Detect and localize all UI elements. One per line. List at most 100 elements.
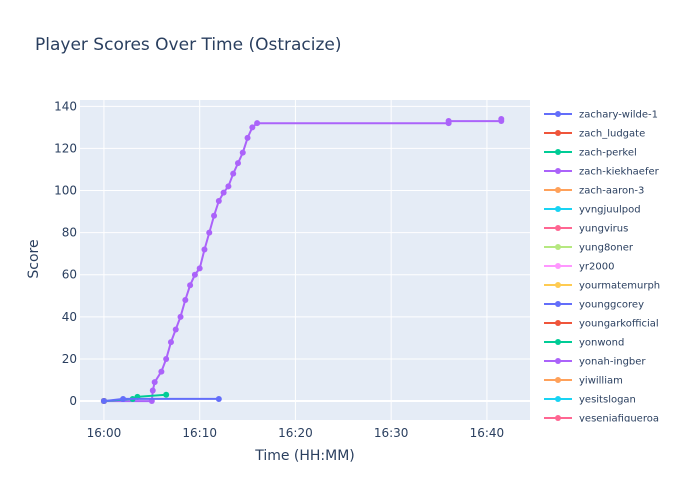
legend-item[interactable]: youngarkofficial xyxy=(544,319,659,330)
legend-swatch-marker xyxy=(555,187,561,193)
legend-item[interactable]: yonwond xyxy=(544,338,624,349)
y-tick-label: 120 xyxy=(54,141,77,155)
plot-area xyxy=(80,100,530,420)
legend-item[interactable]: yung8oner xyxy=(544,243,634,254)
legend-item[interactable]: yeseniafigueroa xyxy=(544,414,659,425)
legend-label: zach-perkel xyxy=(579,148,637,159)
legend-item[interactable]: yonah-ingber xyxy=(544,357,646,368)
legend-item[interactable]: zach-perkel xyxy=(544,148,637,159)
data-point xyxy=(211,212,218,219)
y-tick-label: 40 xyxy=(62,310,77,324)
series-zachary-wilde-1 xyxy=(100,395,222,405)
legend-swatch-marker xyxy=(555,225,561,231)
data-point xyxy=(196,265,203,272)
legend-swatch-marker xyxy=(555,301,561,307)
legend-item[interactable]: yungvirus xyxy=(544,224,628,235)
legend-item[interactable]: yvngjuulpod xyxy=(544,205,641,216)
legend-item[interactable]: zach_ludgate xyxy=(544,129,645,140)
x-tick-label: 16:30 xyxy=(374,426,409,440)
legend-swatch-marker xyxy=(555,282,561,288)
y-tick-label: 80 xyxy=(62,226,77,240)
legend-item[interactable]: zachary-wilde-1 xyxy=(544,110,658,121)
legend-swatch-marker xyxy=(555,339,561,345)
legend-swatch-marker xyxy=(555,396,561,402)
data-point xyxy=(249,124,256,131)
x-tick-label: 16:00 xyxy=(87,426,122,440)
x-axis-title: Time (HH:MM) xyxy=(254,448,355,464)
legend-label: yeseniafigueroa xyxy=(579,414,659,425)
y-axis: 0 20 40 60 80 100 120 140 xyxy=(54,99,77,408)
data-point xyxy=(239,149,246,156)
legend-swatch-marker xyxy=(555,111,561,117)
y-tick-label: 20 xyxy=(62,352,77,366)
legend-label: yung8oner xyxy=(579,243,634,254)
chart-title: Player Scores Over Time (Ostracize) xyxy=(35,35,342,55)
legend-label: yiwilliam xyxy=(579,376,623,387)
y-axis-title: Score xyxy=(26,239,42,278)
data-point xyxy=(220,189,227,196)
legend-label: yesitslogan xyxy=(579,395,636,406)
data-point xyxy=(163,355,170,362)
legend-item[interactable]: yr2000 xyxy=(544,262,614,273)
data-point xyxy=(149,387,156,394)
data-point xyxy=(215,198,222,205)
legend-swatch-marker xyxy=(555,244,561,250)
legend-label: yungvirus xyxy=(579,224,628,235)
legend-swatch-marker xyxy=(555,149,561,155)
legend-swatch-marker xyxy=(555,358,561,364)
legend[interactable]: zachary-wilde-1 zach_ludgate zach-perkel za… xyxy=(544,110,660,425)
y-tick-label: 60 xyxy=(62,268,77,282)
legend-label: younggcorey xyxy=(579,300,644,311)
legend-item[interactable]: yesitslogan xyxy=(544,395,636,406)
data-point xyxy=(177,313,184,320)
data-point xyxy=(163,391,170,398)
legend-label: zach_ludgate xyxy=(579,129,645,140)
data-point xyxy=(234,160,241,167)
data-point xyxy=(158,368,165,375)
data-point xyxy=(172,326,179,333)
data-point xyxy=(100,398,107,405)
legend-label: youngarkofficial xyxy=(579,319,659,330)
y-tick-label: 0 xyxy=(69,394,77,408)
x-axis: 16:00 16:10 16:20 16:30 16:40 xyxy=(87,426,505,440)
data-point xyxy=(254,120,261,127)
x-tick-label: 16:40 xyxy=(470,426,505,440)
legend-label: yonah-ingber xyxy=(579,357,646,368)
legend-swatch-marker xyxy=(555,320,561,326)
legend-item[interactable]: zach-kiekhaefer xyxy=(544,167,660,178)
legend-item[interactable]: zach-aaron-3 xyxy=(544,186,644,197)
y-tick-label: 140 xyxy=(54,99,77,113)
legend-item[interactable]: yourmatemurph xyxy=(544,281,660,292)
legend-item[interactable]: younggcorey xyxy=(544,300,644,311)
grid xyxy=(80,100,530,420)
legend-item[interactable]: yiwilliam xyxy=(544,376,623,387)
data-point xyxy=(225,183,232,190)
x-tick-label: 16:10 xyxy=(182,426,217,440)
legend-swatch-marker xyxy=(555,130,561,136)
legend-label: yourmatemurph xyxy=(579,281,660,292)
data-point xyxy=(230,170,237,177)
data-point xyxy=(215,395,222,402)
legend-swatch-marker xyxy=(555,206,561,212)
data-point xyxy=(498,115,505,122)
data-point xyxy=(187,282,194,289)
legend-label: zach-aaron-3 xyxy=(579,186,644,197)
legend-swatch-marker xyxy=(555,168,561,174)
legend-label: yvngjuulpod xyxy=(579,205,641,216)
data-point xyxy=(120,395,127,402)
data-point xyxy=(244,134,251,141)
series-zach-kiekhaefer xyxy=(100,115,505,405)
data-point xyxy=(206,229,213,236)
legend-swatch-marker xyxy=(555,263,561,269)
data-point xyxy=(191,271,198,278)
y-tick-label: 100 xyxy=(54,184,77,198)
data-point xyxy=(201,246,208,253)
data-point xyxy=(151,379,158,386)
data-point xyxy=(167,339,174,346)
legend-label: yonwond xyxy=(579,338,624,349)
x-tick-label: 16:20 xyxy=(278,426,313,440)
legend-label: zach-kiekhaefer xyxy=(579,167,660,178)
data-point xyxy=(182,297,189,303)
legend-label: zachary-wilde-1 xyxy=(579,110,658,121)
